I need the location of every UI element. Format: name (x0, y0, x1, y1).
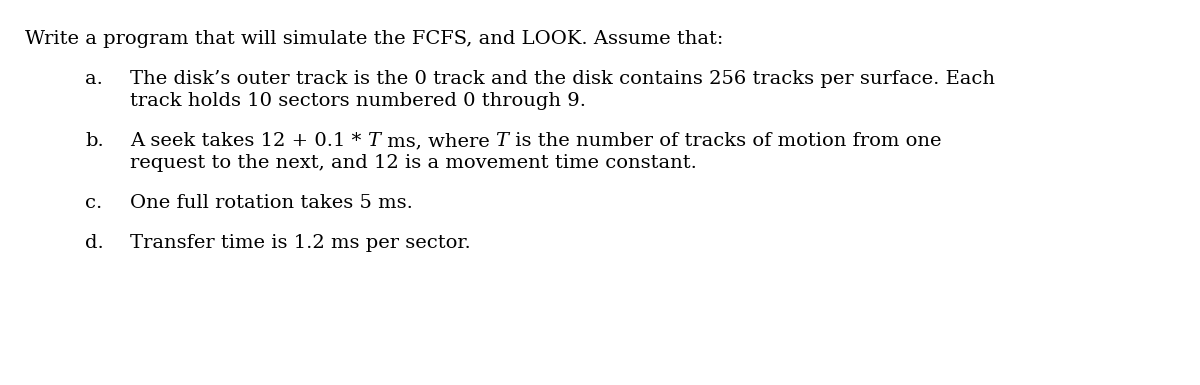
Text: Transfer time is 1.2 ms per sector.: Transfer time is 1.2 ms per sector. (130, 234, 470, 252)
Text: request to the next, and 12 is a movement time constant.: request to the next, and 12 is a movemen… (130, 154, 697, 172)
Text: a.: a. (85, 70, 103, 88)
Text: ms, where: ms, where (380, 132, 496, 150)
Text: A seek takes 12 + 0.1 *: A seek takes 12 + 0.1 * (130, 132, 367, 150)
Text: Write a program that will simulate the FCFS, and LOOK. Assume that:: Write a program that will simulate the F… (25, 30, 724, 48)
Text: The disk’s outer track is the 0 track and the disk contains 256 tracks per surfa: The disk’s outer track is the 0 track an… (130, 70, 995, 88)
Text: is the number of tracks of motion from one: is the number of tracks of motion from o… (509, 132, 941, 150)
Text: T: T (496, 132, 509, 150)
Text: b.: b. (85, 132, 103, 150)
Text: c.: c. (85, 194, 102, 212)
Text: One full rotation takes 5 ms.: One full rotation takes 5 ms. (130, 194, 413, 212)
Text: track holds 10 sectors numbered 0 through 9.: track holds 10 sectors numbered 0 throug… (130, 92, 586, 110)
Text: T: T (367, 132, 380, 150)
Text: d.: d. (85, 234, 103, 252)
